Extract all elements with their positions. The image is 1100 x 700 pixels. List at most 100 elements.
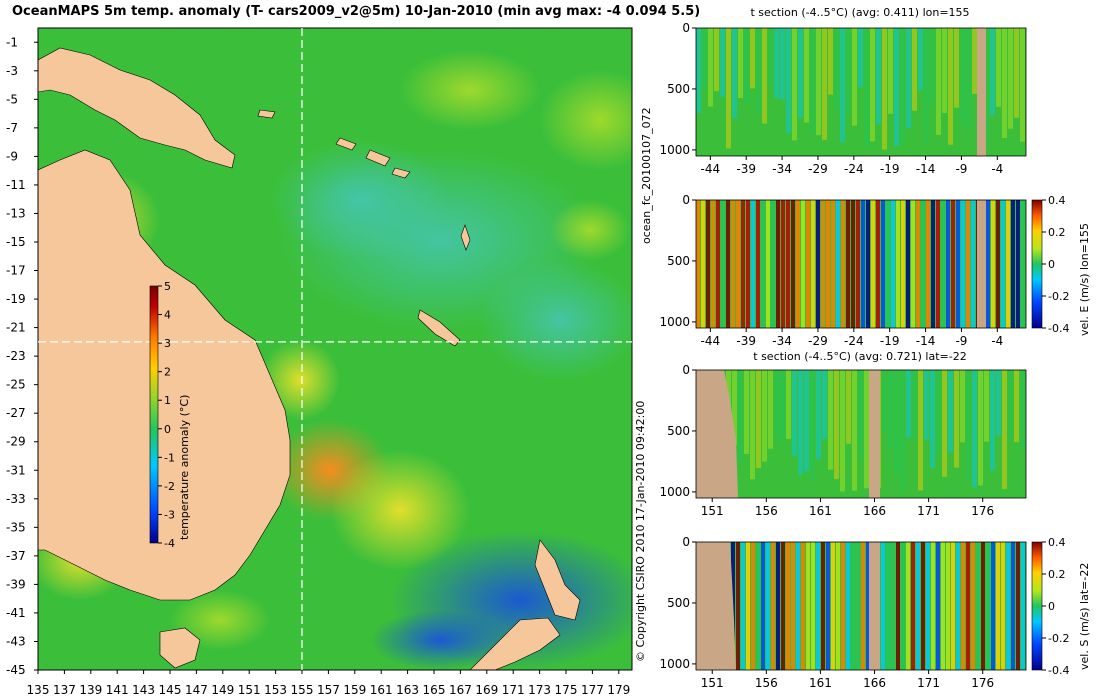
- section-stripe: [1008, 28, 1013, 129]
- section-stripe: [746, 542, 750, 670]
- map-x-tick-label: 147: [185, 683, 208, 697]
- section-stripe: [811, 200, 815, 328]
- section-stripe: [706, 200, 710, 328]
- map-colorbar-tick-label: 2: [164, 366, 171, 379]
- section-stripe: [798, 370, 803, 476]
- map-y-tick-label: -43: [6, 634, 26, 648]
- section-stripe: [911, 200, 915, 328]
- section-x-tick-label: -24: [844, 162, 864, 176]
- section-stripe: [901, 200, 905, 328]
- panel3-title: t section (-4..5°C) (avg: 0.721) lat=-22: [753, 350, 966, 363]
- map-x-tick-label: 179: [607, 683, 630, 697]
- panel4-y-axis: 0 500 1000: [659, 535, 696, 671]
- map-x-tick-label: 167: [449, 683, 472, 697]
- section-stripe: [864, 28, 869, 146]
- section-stripe: [792, 28, 797, 141]
- section-stripe: [951, 200, 955, 328]
- section-stripe: [791, 200, 795, 328]
- section-stripe: [1016, 542, 1020, 670]
- map-y-tick-label: -9: [6, 149, 18, 163]
- section-stripe: [711, 200, 715, 328]
- section-stripe: [971, 200, 975, 328]
- section-stripe: [1011, 542, 1015, 670]
- panel2-colorbar: [1031, 199, 1043, 329]
- panel1-title: t section (-4..5°C) (avg: 0.411) lon=155: [750, 6, 969, 19]
- section-stripe: [1021, 200, 1025, 328]
- section-stripe: [924, 370, 929, 440]
- section-stripe: [916, 200, 920, 328]
- section-stripe: [702, 28, 707, 89]
- section-stripe: [738, 28, 743, 99]
- section-stripe: [716, 200, 720, 328]
- section-x-tick-label: 176: [971, 676, 994, 690]
- map-y-tick-label: -25: [6, 378, 26, 392]
- landmasses: [38, 47, 581, 670]
- section-stripe: [731, 200, 735, 328]
- section-stripe: [1008, 370, 1013, 440]
- section-stripe: [828, 28, 833, 95]
- section-stripe: [786, 28, 791, 134]
- section-stripe: [776, 200, 780, 328]
- map-colorbar-ticks: 5 4 3 2 1 0 -1 -2 -3 -4: [158, 280, 175, 550]
- panel3-land: [696, 370, 738, 498]
- section-stripe: [786, 200, 790, 328]
- map-x-tick-label: 177: [581, 683, 604, 697]
- section-stripe: [771, 542, 775, 670]
- section-stripe: [866, 542, 870, 670]
- section-y-tick-label: 500: [667, 82, 690, 96]
- section-stripe: [751, 200, 755, 328]
- section-stripe: [882, 370, 887, 433]
- map-x-tick-label: 175: [555, 683, 578, 697]
- section-stripe: [816, 28, 821, 136]
- section-stripe: [921, 200, 925, 328]
- map-y-tick-label: -1: [6, 35, 18, 49]
- section-x-tick-label: 176: [971, 504, 994, 518]
- panel4-colorbar: [1031, 541, 1043, 671]
- section-stripe: [894, 370, 899, 475]
- section-x-tick-label: -4: [991, 162, 1003, 176]
- section-stripe: [888, 370, 893, 449]
- section-stripe: [811, 542, 815, 670]
- section-stripe: [966, 542, 970, 670]
- section-colorbar-tick-label: 0.4: [1048, 536, 1066, 549]
- section-x-tick-label: 161: [809, 504, 832, 518]
- section-stripe: [708, 28, 713, 107]
- section-stripe: [834, 370, 839, 480]
- section-stripe: [990, 28, 995, 116]
- section-stripe: [881, 542, 885, 670]
- section-colorbar-tick-label: -0.2: [1048, 290, 1069, 303]
- section-stripe: [972, 370, 977, 488]
- section-stripe: [956, 542, 960, 670]
- section-stripe: [821, 542, 825, 670]
- panel2-land: [977, 200, 986, 328]
- section-stripe: [861, 542, 865, 670]
- map-y-tick-label: -5: [6, 92, 18, 106]
- section-x-tick-label: -24: [844, 334, 864, 348]
- section-stripe: [981, 542, 985, 670]
- section-panels: t section (-4..5°C) (avg: 0.411) lon=155…: [659, 6, 1091, 690]
- section-stripe: [822, 28, 827, 140]
- map-x-tick-label: 149: [211, 683, 234, 697]
- map-x-tick-label: 169: [475, 683, 498, 697]
- section-stripe: [762, 370, 767, 462]
- section-stripe: [846, 542, 850, 670]
- map-colorbar-tick-label: -1: [164, 451, 175, 464]
- section-x-tick-label: -9: [955, 162, 967, 176]
- section-stripe: [1020, 28, 1025, 142]
- section-stripe: [834, 28, 839, 110]
- map-y-tick-label: -21: [6, 321, 26, 335]
- panel1-x-axis: -44 -39 -34 -29 -24 -19 -14 -9 -4: [701, 156, 1003, 176]
- section-x-tick-label: 156: [755, 504, 778, 518]
- map-colorbar-tick-label: 3: [164, 337, 171, 350]
- section-x-tick-label: 151: [701, 676, 724, 690]
- section-stripe: [1002, 28, 1007, 138]
- section-colorbar-tick-label: 0: [1048, 600, 1055, 613]
- section-stripe: [941, 542, 945, 670]
- section-stripe: [836, 542, 840, 670]
- section-stripe: [984, 28, 989, 141]
- section-stripe: [816, 370, 821, 460]
- section-stripe: [804, 28, 809, 123]
- section-stripe: [841, 542, 845, 670]
- section-colorbar-tick-label: 0.2: [1048, 568, 1066, 581]
- map-y-tick-label: -7: [6, 121, 18, 135]
